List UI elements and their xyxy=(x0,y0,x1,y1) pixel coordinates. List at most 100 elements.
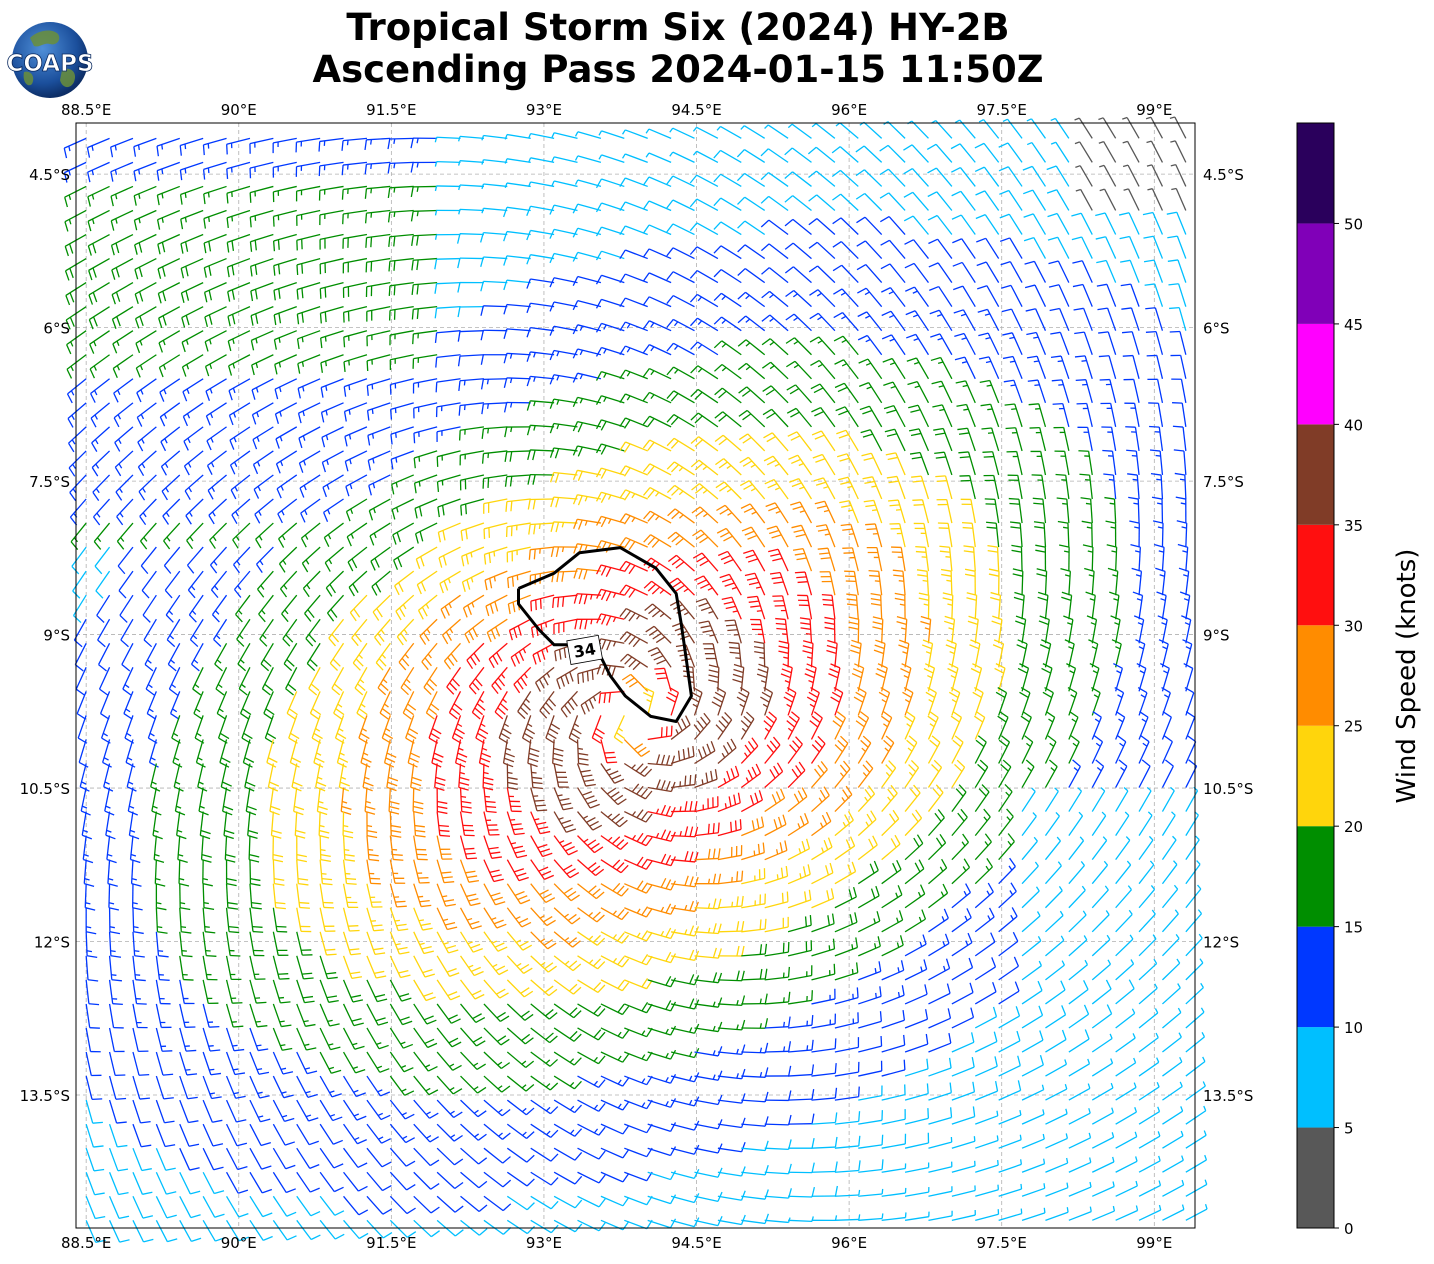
wind-barb xyxy=(739,480,766,500)
wind-barb xyxy=(642,415,672,428)
wind-barb xyxy=(203,282,227,303)
wind-barb xyxy=(691,483,719,500)
wind-barb xyxy=(226,185,251,204)
wind-barb xyxy=(1099,378,1117,403)
wind-barb xyxy=(181,330,204,353)
wind-barb xyxy=(491,666,508,695)
wind-barb xyxy=(415,546,438,569)
wind-barb xyxy=(954,356,976,380)
wind-barb xyxy=(1146,354,1164,379)
lat-tick-label-left: 6°S xyxy=(43,320,70,338)
wind-barb xyxy=(1168,283,1187,307)
wind-barb xyxy=(443,642,462,670)
wind-barb xyxy=(412,330,438,345)
wind-barb xyxy=(880,239,906,259)
wind-barb xyxy=(249,257,274,277)
wind-barb xyxy=(156,209,181,230)
wind-barb xyxy=(666,318,695,332)
colorbar-bin xyxy=(1297,323,1334,425)
wind-barb xyxy=(261,667,274,696)
wind-barb xyxy=(412,378,438,394)
colorbar-tick-label: 40 xyxy=(1344,416,1363,434)
wind-barb xyxy=(775,617,789,644)
wind-barb xyxy=(904,262,929,284)
wind-barb xyxy=(530,594,555,612)
lon-tick-label-top: 94.5°E xyxy=(671,101,721,119)
wind-barb xyxy=(572,324,602,335)
wind-barb xyxy=(1072,260,1093,283)
wind-barb xyxy=(619,489,648,501)
wind-barb xyxy=(282,618,298,647)
wind-barb xyxy=(740,125,766,139)
wind-barb xyxy=(413,450,438,469)
wind-barb xyxy=(110,161,134,182)
wind-barb xyxy=(689,293,719,308)
wind-barb xyxy=(193,691,204,720)
wind-barb xyxy=(882,357,906,380)
wind-barb xyxy=(846,593,859,620)
wind-barb xyxy=(940,568,953,596)
wind-barb xyxy=(572,227,602,238)
wind-barb xyxy=(466,642,485,670)
wind-barb xyxy=(503,377,531,388)
wind-barb xyxy=(458,160,484,166)
wind-barb xyxy=(1135,639,1146,668)
wind-barb xyxy=(768,548,789,572)
wind-barb xyxy=(737,339,766,356)
wind-barb xyxy=(1170,354,1187,379)
wind-barb xyxy=(93,522,111,550)
wind-barb xyxy=(1082,544,1094,572)
wind-barb xyxy=(834,382,859,404)
wind-barb xyxy=(1181,615,1192,644)
wind-barb xyxy=(1055,473,1070,500)
wind-barb xyxy=(812,453,836,476)
wind-barb xyxy=(158,354,181,378)
wind-barb xyxy=(526,400,555,411)
wind-barb xyxy=(97,618,111,648)
wind-barb xyxy=(572,469,602,481)
wind-barb xyxy=(574,155,602,164)
lon-tick-label-bottom: 96°E xyxy=(831,1234,867,1252)
wind-barb xyxy=(387,161,414,174)
wind-barb xyxy=(391,498,415,520)
wind-barb xyxy=(1143,259,1164,283)
wind-barb xyxy=(411,257,438,271)
wind-barb xyxy=(347,546,368,572)
wind-barb xyxy=(206,450,227,475)
wind-barb xyxy=(367,426,391,446)
wind-barb xyxy=(642,224,672,236)
wind-barb xyxy=(1120,259,1140,283)
wind-barb xyxy=(99,691,111,720)
wind-barb xyxy=(146,691,157,720)
wind-barb xyxy=(716,527,742,548)
wind-barb xyxy=(573,593,601,605)
lon-tick-label-top: 99°E xyxy=(1136,101,1172,119)
wind-barb xyxy=(504,474,531,487)
wind-barb xyxy=(306,642,321,672)
wind-barb xyxy=(1024,284,1047,307)
wind-barb xyxy=(1037,591,1049,620)
wind-barb xyxy=(438,546,461,568)
wind-barb xyxy=(159,378,181,402)
wind-barb xyxy=(1167,235,1187,259)
wind-barb xyxy=(233,546,251,574)
wind-barb xyxy=(207,474,227,500)
wind-barb xyxy=(572,445,602,457)
wind-barb xyxy=(526,351,555,362)
wind-barb xyxy=(549,277,578,288)
lat-tick-label-left: 4.5°S xyxy=(29,166,70,184)
wind-barb xyxy=(1024,260,1047,283)
wind-barb xyxy=(117,546,134,575)
wind-barb xyxy=(549,325,578,336)
wind-barb xyxy=(328,618,345,647)
wind-barb xyxy=(642,486,672,500)
wind-barb xyxy=(180,233,204,254)
wind-barb xyxy=(249,209,274,228)
wind-barb xyxy=(999,189,1023,211)
wind-barb xyxy=(1143,235,1164,259)
wind-barb xyxy=(850,639,862,668)
wind-barb xyxy=(1078,450,1093,476)
wind-barb xyxy=(133,161,157,182)
wind-barb xyxy=(644,603,672,620)
wind-barb xyxy=(183,426,204,451)
